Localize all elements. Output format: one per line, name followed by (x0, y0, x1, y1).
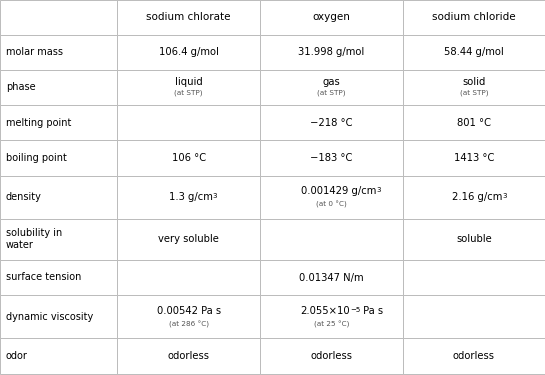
Text: −218 °C: −218 °C (310, 118, 353, 128)
Text: (at STP): (at STP) (317, 89, 346, 96)
Text: density: density (6, 192, 42, 202)
Bar (260, 105, 403, 140)
Bar (403, 295, 545, 338)
Text: 0.00542 Pa s: 0.00542 Pa s (156, 306, 221, 316)
Text: gas: gas (323, 78, 340, 87)
Bar (117, 176, 260, 219)
Text: solubility in
water: solubility in water (6, 228, 62, 250)
Bar (0, 295, 117, 338)
Bar (403, 219, 545, 260)
Text: liquid: liquid (175, 78, 202, 87)
Text: −183 °C: −183 °C (310, 153, 353, 163)
Bar (403, 34, 545, 70)
Bar (0, 260, 117, 295)
Bar (117, 105, 260, 140)
Bar (260, 260, 403, 295)
Text: 31.998 g/mol: 31.998 g/mol (298, 47, 365, 57)
Bar (403, 70, 545, 105)
Bar (117, 34, 260, 70)
Text: odorless: odorless (167, 351, 210, 361)
Bar (403, 260, 545, 295)
Bar (403, 105, 545, 140)
Text: 1413 °C: 1413 °C (453, 153, 494, 163)
Text: 106 °C: 106 °C (172, 153, 205, 163)
Bar (260, 70, 403, 105)
Bar (0, 70, 117, 105)
Text: sodium chlorate: sodium chlorate (146, 12, 231, 22)
Text: 2.055×10: 2.055×10 (300, 306, 350, 316)
Bar (0, 0, 117, 34)
Bar (0, 34, 117, 70)
Text: (at 0 °C): (at 0 °C) (316, 201, 347, 208)
Bar (403, 140, 545, 176)
Bar (403, 338, 545, 374)
Bar (117, 338, 260, 374)
Bar (117, 0, 260, 34)
Bar (403, 0, 545, 34)
Text: dynamic viscosity: dynamic viscosity (6, 312, 93, 322)
Bar (260, 0, 403, 34)
Bar (260, 295, 403, 338)
Text: 58.44 g/mol: 58.44 g/mol (444, 47, 504, 57)
Text: (at 286 °C): (at 286 °C) (168, 320, 209, 328)
Text: very soluble: very soluble (158, 234, 219, 244)
Text: (at 25 °C): (at 25 °C) (314, 320, 349, 328)
Text: 106.4 g/mol: 106.4 g/mol (159, 47, 219, 57)
Text: 0.01347 N/m: 0.01347 N/m (299, 273, 364, 282)
Text: oxygen: oxygen (312, 12, 350, 22)
Text: (at STP): (at STP) (459, 89, 488, 96)
Bar (117, 70, 260, 105)
Text: phase: phase (6, 82, 35, 92)
Text: boiling point: boiling point (6, 153, 67, 163)
Text: 3: 3 (213, 193, 217, 199)
Bar (0, 219, 117, 260)
Bar (260, 176, 403, 219)
Text: odorless: odorless (310, 351, 353, 361)
Bar (0, 338, 117, 374)
Bar (0, 140, 117, 176)
Bar (0, 105, 117, 140)
Text: 3: 3 (502, 193, 507, 199)
Text: (at STP): (at STP) (174, 89, 203, 96)
Bar (260, 140, 403, 176)
Bar (403, 176, 545, 219)
Text: sodium chloride: sodium chloride (432, 12, 516, 22)
Text: 0.001429 g/cm: 0.001429 g/cm (301, 186, 376, 196)
Bar (260, 219, 403, 260)
Text: melting point: melting point (6, 118, 71, 128)
Text: Pa s: Pa s (360, 306, 384, 316)
Bar (117, 260, 260, 295)
Bar (0, 176, 117, 219)
Text: 2.16 g/cm: 2.16 g/cm (452, 192, 502, 202)
Text: 1.3 g/cm: 1.3 g/cm (169, 192, 213, 202)
Bar (117, 219, 260, 260)
Text: odor: odor (6, 351, 28, 361)
Text: solid: solid (462, 78, 486, 87)
Bar (260, 34, 403, 70)
Text: 3: 3 (376, 187, 381, 193)
Bar (260, 338, 403, 374)
Text: odorless: odorless (453, 351, 495, 361)
Text: 801 °C: 801 °C (457, 118, 491, 128)
Text: soluble: soluble (456, 234, 492, 244)
Bar (117, 140, 260, 176)
Text: surface tension: surface tension (6, 273, 81, 282)
Bar (117, 295, 260, 338)
Text: molar mass: molar mass (6, 47, 63, 57)
Text: −5: −5 (350, 307, 360, 313)
